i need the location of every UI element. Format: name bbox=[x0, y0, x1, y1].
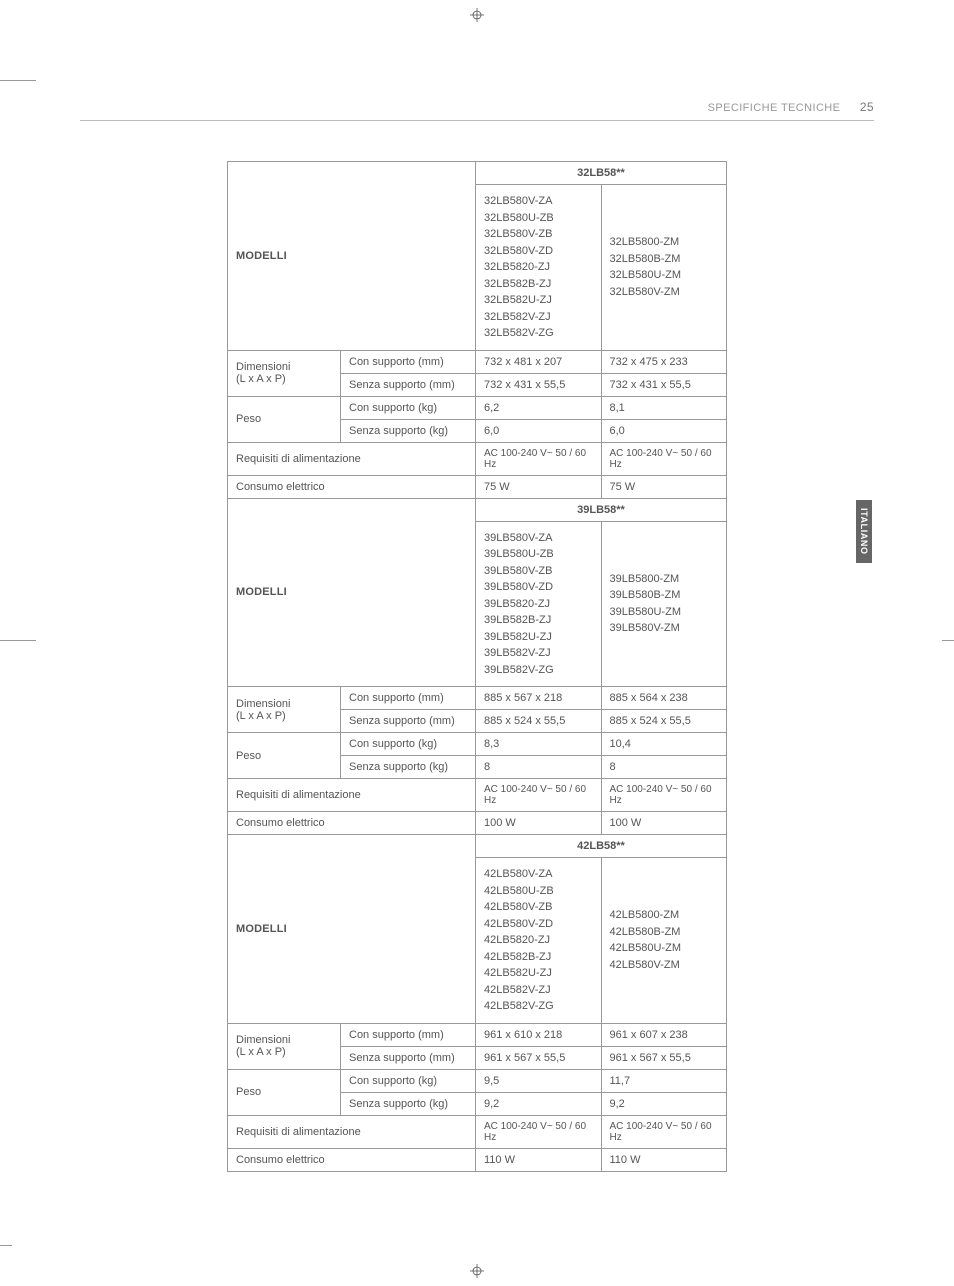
models-list-a: 32LB580V-ZA32LB580U-ZB32LB580V-ZB32LB580… bbox=[476, 185, 602, 351]
peso-senza-b: 6,0 bbox=[601, 419, 727, 442]
dim-senza-a: 885 x 524 x 55,5 bbox=[476, 710, 602, 733]
peso-con-b: 10,4 bbox=[601, 733, 727, 756]
models-list-b: 32LB5800-ZM32LB580B-ZM32LB580U-ZM32LB580… bbox=[601, 185, 727, 351]
peso-con-b: 8,1 bbox=[601, 396, 727, 419]
registration-mark-icon bbox=[470, 8, 484, 22]
peso-senza-a: 6,0 bbox=[476, 419, 602, 442]
crop-mark bbox=[0, 640, 36, 641]
peso-senza-b: 9,2 bbox=[601, 1092, 727, 1115]
consumo-label: Consumo elettrico bbox=[228, 475, 476, 498]
req-label: Requisiti di alimentazione bbox=[228, 779, 476, 812]
page-number: 25 bbox=[860, 100, 874, 114]
spec-table: MODELLI 32LB58** 32LB580V-ZA32LB580U-ZB3… bbox=[227, 161, 727, 1172]
peso-con-a: 8,3 bbox=[476, 733, 602, 756]
consumo-a: 100 W bbox=[476, 812, 602, 835]
dim-senza-a: 961 x 567 x 55,5 bbox=[476, 1046, 602, 1069]
group-head: 42LB58** bbox=[476, 835, 727, 858]
dim-con-b: 732 x 475 x 233 bbox=[601, 350, 727, 373]
models-list-a: 42LB580V-ZA42LB580U-ZB42LB580V-ZB42LB580… bbox=[476, 858, 602, 1024]
peso-senza-label: Senza supporto (kg) bbox=[341, 1092, 476, 1115]
dim-con-a: 885 x 567 x 218 bbox=[476, 687, 602, 710]
peso-con-a: 9,5 bbox=[476, 1069, 602, 1092]
modelli-label: MODELLI bbox=[228, 835, 476, 1024]
consumo-label: Consumo elettrico bbox=[228, 1148, 476, 1171]
req-a: AC 100-240 V~ 50 / 60 Hz bbox=[476, 779, 602, 812]
peso-senza-a: 9,2 bbox=[476, 1092, 602, 1115]
dim-label: Dimensioni(L x A x P) bbox=[228, 350, 341, 396]
req-label: Requisiti di alimentazione bbox=[228, 1115, 476, 1148]
req-b: AC 100-240 V~ 50 / 60 Hz bbox=[601, 1115, 727, 1148]
dim-senza-label: Senza supporto (mm) bbox=[341, 1046, 476, 1069]
section-title: SPECIFICHE TECNICHE bbox=[708, 102, 841, 114]
modelli-label: MODELLI bbox=[228, 162, 476, 351]
crop-mark bbox=[0, 1245, 12, 1246]
dim-con-a: 732 x 481 x 207 bbox=[476, 350, 602, 373]
peso-label: Peso bbox=[228, 733, 341, 779]
dim-senza-label: Senza supporto (mm) bbox=[341, 373, 476, 396]
consumo-b: 75 W bbox=[601, 475, 727, 498]
dim-con-label: Con supporto (mm) bbox=[341, 687, 476, 710]
peso-con-a: 6,2 bbox=[476, 396, 602, 419]
crop-mark bbox=[0, 80, 36, 81]
dim-senza-b: 732 x 431 x 55,5 bbox=[601, 373, 727, 396]
dim-senza-b: 885 x 524 x 55,5 bbox=[601, 710, 727, 733]
peso-senza-label: Senza supporto (kg) bbox=[341, 756, 476, 779]
models-list-b: 42LB5800-ZM42LB580B-ZM42LB580U-ZM42LB580… bbox=[601, 858, 727, 1024]
peso-con-label: Con supporto (kg) bbox=[341, 733, 476, 756]
group-head: 39LB58** bbox=[476, 498, 727, 521]
req-a: AC 100-240 V~ 50 / 60 Hz bbox=[476, 1115, 602, 1148]
dim-senza-label: Senza supporto (mm) bbox=[341, 710, 476, 733]
req-label: Requisiti di alimentazione bbox=[228, 442, 476, 475]
dim-con-label: Con supporto (mm) bbox=[341, 350, 476, 373]
modelli-label: MODELLI bbox=[228, 498, 476, 687]
dim-label: Dimensioni(L x A x P) bbox=[228, 687, 341, 733]
req-a: AC 100-240 V~ 50 / 60 Hz bbox=[476, 442, 602, 475]
consumo-label: Consumo elettrico bbox=[228, 812, 476, 835]
consumo-a: 110 W bbox=[476, 1148, 602, 1171]
peso-label: Peso bbox=[228, 1069, 341, 1115]
registration-mark-icon bbox=[470, 1264, 484, 1278]
language-tab: ITALIANO bbox=[856, 500, 872, 563]
dim-senza-a: 732 x 431 x 55,5 bbox=[476, 373, 602, 396]
crop-mark bbox=[942, 640, 954, 641]
models-list-b: 39LB5800-ZM39LB580B-ZM39LB580U-ZM39LB580… bbox=[601, 521, 727, 687]
dim-label: Dimensioni(L x A x P) bbox=[228, 1023, 341, 1069]
dim-con-label: Con supporto (mm) bbox=[341, 1023, 476, 1046]
peso-con-label: Con supporto (kg) bbox=[341, 396, 476, 419]
req-b: AC 100-240 V~ 50 / 60 Hz bbox=[601, 779, 727, 812]
consumo-a: 75 W bbox=[476, 475, 602, 498]
req-b: AC 100-240 V~ 50 / 60 Hz bbox=[601, 442, 727, 475]
consumo-b: 110 W bbox=[601, 1148, 727, 1171]
peso-con-label: Con supporto (kg) bbox=[341, 1069, 476, 1092]
dim-con-a: 961 x 610 x 218 bbox=[476, 1023, 602, 1046]
peso-senza-b: 8 bbox=[601, 756, 727, 779]
dim-con-b: 885 x 564 x 238 bbox=[601, 687, 727, 710]
models-list-a: 39LB580V-ZA39LB580U-ZB39LB580V-ZB39LB580… bbox=[476, 521, 602, 687]
peso-con-b: 11,7 bbox=[601, 1069, 727, 1092]
peso-senza-a: 8 bbox=[476, 756, 602, 779]
peso-senza-label: Senza supporto (kg) bbox=[341, 419, 476, 442]
page-header: SPECIFICHE TECNICHE 25 bbox=[80, 100, 874, 121]
dim-senza-b: 961 x 567 x 55,5 bbox=[601, 1046, 727, 1069]
dim-con-b: 961 x 607 x 238 bbox=[601, 1023, 727, 1046]
consumo-b: 100 W bbox=[601, 812, 727, 835]
peso-label: Peso bbox=[228, 396, 341, 442]
group-head: 32LB58** bbox=[476, 162, 727, 185]
